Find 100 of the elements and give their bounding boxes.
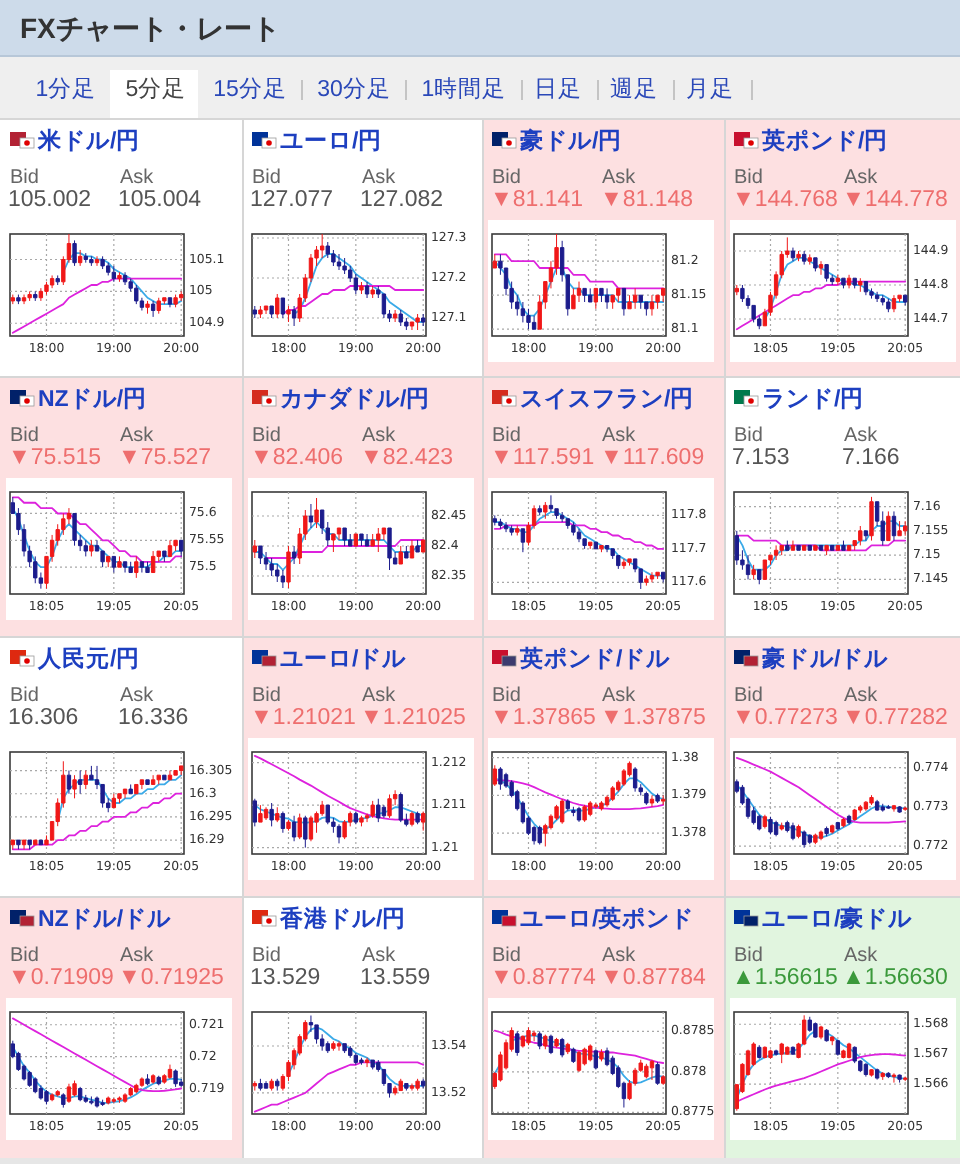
- text: 日足: [534, 76, 582, 102]
- candlestick: [520, 528, 526, 553]
- candlestick: [122, 1092, 128, 1104]
- candlestick: [790, 247, 796, 262]
- text: 16.336: [118, 706, 189, 730]
- line-series: [253, 1061, 425, 1113]
- text: Bid: [734, 167, 763, 189]
- text: 月足: [686, 76, 734, 102]
- line-series: [763, 256, 907, 320]
- candlestick: [785, 540, 790, 551]
- candlestick: [10, 294, 15, 305]
- candlestick: [655, 1061, 660, 1086]
- candlestick: [790, 540, 796, 551]
- chart-title: 英ポンド/円: [760, 126, 889, 154]
- text: Ask: [844, 685, 880, 707]
- candlestick: [835, 274, 841, 286]
- candlestick: [661, 287, 666, 303]
- candlestick: [61, 1092, 66, 1109]
- candlestick: [376, 798, 381, 823]
- candlestick: [734, 284, 739, 296]
- candlestick: [252, 1080, 257, 1092]
- candlestick: [863, 530, 869, 542]
- candlestick: [537, 1030, 542, 1050]
- line-series: [493, 777, 665, 831]
- candlestick: [582, 804, 587, 823]
- candlestick: [869, 287, 874, 300]
- text: 105.004: [118, 188, 203, 212]
- candlestick: [880, 803, 885, 813]
- candlestick: [117, 271, 122, 283]
- line-series: [493, 521, 665, 550]
- text: 週足: [610, 76, 658, 102]
- candlestick: [757, 1044, 762, 1060]
- candlestick: [72, 512, 77, 547]
- text: ▼0.71909: [8, 966, 114, 990]
- line-series: [11, 1046, 183, 1104]
- text: Bid: [734, 945, 763, 967]
- candlestick: [336, 253, 342, 271]
- candlestick: [644, 791, 649, 806]
- candlestick: [897, 805, 902, 814]
- candlestick: [891, 510, 897, 542]
- candlestick: [627, 760, 632, 778]
- candlestick: [72, 774, 77, 799]
- candlestick: [835, 1039, 841, 1057]
- candlestick: [359, 815, 364, 827]
- candlestick: [565, 798, 570, 812]
- line-series: [735, 756, 907, 824]
- candlestick: [89, 765, 94, 781]
- line-series: [281, 285, 425, 315]
- candlestick: [291, 545, 297, 565]
- candlestick: [846, 1042, 852, 1059]
- text: ▼75.527: [118, 446, 212, 470]
- candlestick: [796, 250, 801, 262]
- text: ▼144.778: [842, 188, 948, 212]
- candlestick: [291, 815, 297, 842]
- candlestick: [286, 305, 291, 323]
- candlestick: [269, 802, 274, 827]
- candlestick: [813, 1021, 818, 1039]
- candlestick: [331, 249, 336, 267]
- candlestick: [846, 814, 852, 826]
- text: ▼1.21021: [250, 706, 356, 730]
- candlestick: [903, 294, 908, 306]
- candlestick: [179, 539, 184, 557]
- candlestick: [128, 1086, 133, 1097]
- text: 30分足: [317, 76, 391, 102]
- text: Ask: [602, 945, 638, 967]
- text: Bid: [10, 167, 39, 189]
- candlestick: [599, 800, 604, 812]
- candlestick: [145, 1073, 150, 1086]
- candlestick: [156, 297, 161, 315]
- candlestick: [10, 839, 15, 850]
- candlestick: [89, 1095, 94, 1105]
- candlestick: [421, 1078, 426, 1089]
- text: Ask: [602, 167, 638, 189]
- candlestick: [576, 281, 582, 303]
- candlestick: [415, 313, 420, 331]
- candlestick: [588, 1043, 593, 1062]
- text: ▲1.56630: [842, 966, 948, 990]
- candlestick: [863, 800, 869, 812]
- text: ▼81.141: [490, 188, 584, 212]
- candlestick: [49, 274, 55, 289]
- candlestick: [134, 284, 139, 305]
- candlestick: [33, 1076, 38, 1094]
- candlestick: [139, 779, 145, 790]
- candlestick: [122, 271, 128, 286]
- chart-title: カナダドル/円: [280, 384, 431, 412]
- candlestick: [582, 287, 587, 303]
- candlestick: [145, 779, 150, 785]
- candlestick: [627, 558, 632, 567]
- text: 7.153: [732, 446, 790, 470]
- candlestick: [498, 518, 503, 530]
- candlestick: [818, 829, 824, 841]
- candlestick: [348, 1045, 353, 1059]
- candlestick: [616, 287, 621, 303]
- candlestick: [376, 527, 381, 553]
- text: Ask: [602, 425, 638, 447]
- candlestick: [543, 501, 548, 520]
- candlestick: [336, 1040, 342, 1052]
- line-series: [287, 1026, 425, 1087]
- candlestick: [409, 321, 415, 331]
- text: 13.529: [250, 966, 321, 990]
